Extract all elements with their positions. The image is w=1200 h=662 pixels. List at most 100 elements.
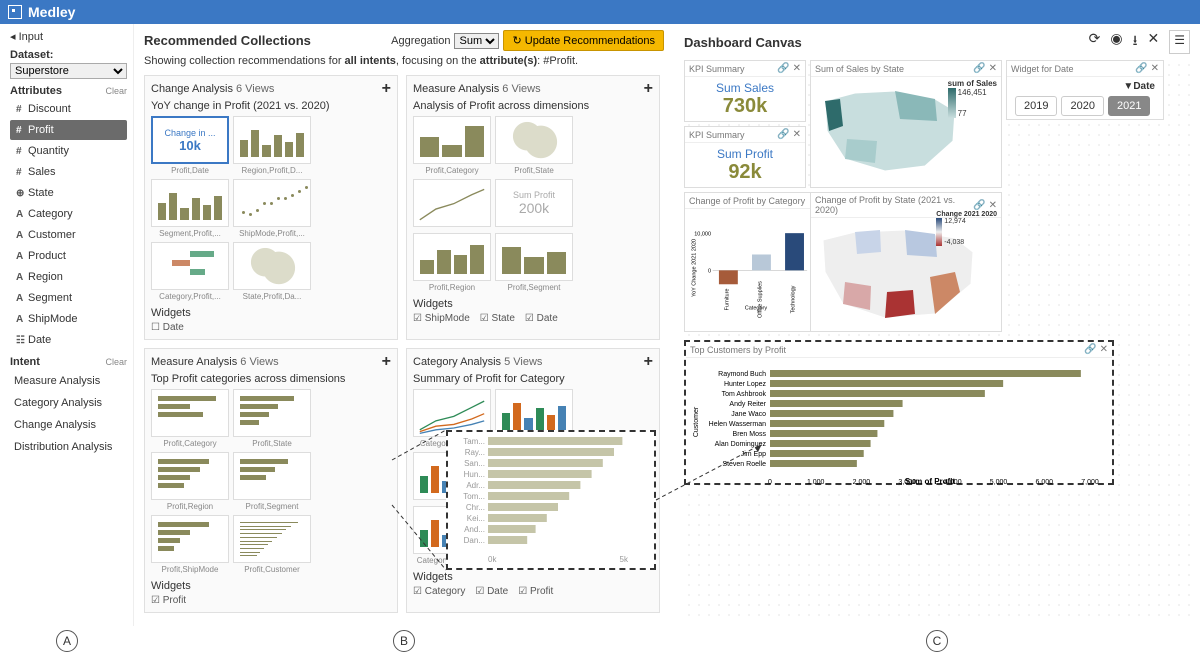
svg-text:Dan...: Dan... — [464, 536, 485, 545]
svg-text:San...: San... — [464, 459, 485, 468]
chart-thumbnail[interactable]: State,Profit,Da... — [233, 242, 311, 301]
collection-card: Measure Analysis 6 Views+Analysis of Pro… — [406, 75, 660, 340]
dashboard-canvas-panel: Dashboard Canvas ⟳ ◉ ⭳ ✕ ☰ KPI Summary🔗✕… — [674, 24, 1200, 626]
widget-chip[interactable]: ShipMode — [413, 313, 470, 324]
chart-thumbnail[interactable]: Profit,State — [495, 116, 573, 175]
widget-chip[interactable]: Profit — [518, 586, 553, 597]
clear-intent[interactable]: Clear — [105, 357, 127, 367]
download-icon[interactable]: ⭳ — [1133, 30, 1138, 54]
chart-thumbnail[interactable]: Category,Profit,... — [151, 242, 229, 301]
close-icon[interactable]: ✕ — [1148, 30, 1160, 54]
remove-icon[interactable]: ✕ — [793, 63, 801, 74]
link-icon[interactable]: 🔗 — [1135, 63, 1147, 74]
globe-icon[interactable]: ◉ — [1110, 30, 1122, 54]
chart-thumbnail[interactable]: Profit,Segment — [495, 233, 573, 292]
add-collection-icon[interactable]: + — [644, 80, 653, 98]
intent-distribution-analysis[interactable]: Distribution Analysis — [10, 436, 127, 458]
hamburger-icon[interactable]: ☰ — [1169, 30, 1190, 54]
top-customers-widget[interactable]: Top Customers by Profit🔗✕CustomerRaymond… — [684, 340, 1114, 485]
attribute-shipmode[interactable]: AShipMode — [10, 309, 127, 329]
aggregation-select[interactable]: Sum — [454, 33, 499, 49]
attribute-discount[interactable]: #Discount — [10, 99, 127, 119]
update-recommendations-button[interactable]: ↻ Update Recommendations — [503, 30, 664, 51]
attribute-state[interactable]: ⊕State — [10, 183, 127, 203]
year-chip[interactable]: 2021 — [1108, 96, 1150, 116]
svg-text:Steven Roelle: Steven Roelle — [722, 461, 766, 468]
remove-icon[interactable]: ✕ — [793, 129, 801, 140]
chart-thumbnail[interactable]: Profit,Category — [151, 389, 229, 448]
dataset-select[interactable]: Superstore — [10, 63, 127, 79]
attribute-sales[interactable]: #Sales — [10, 162, 127, 182]
svg-text:7,000: 7,000 — [1081, 479, 1099, 486]
chart-thumbnail[interactable]: Profit,Region — [151, 452, 229, 511]
kpi-widget-sales[interactable]: KPI Summary🔗✕Sum Sales730k — [684, 60, 806, 122]
link-icon[interactable]: 🔗 — [777, 63, 789, 74]
chart-thumbnail[interactable] — [413, 179, 491, 229]
chart-thumbnail[interactable]: Profit,State — [233, 389, 311, 448]
chart-thumbnail[interactable]: Profit,Segment — [233, 452, 311, 511]
chart-thumbnail[interactable]: Profit,Region — [413, 233, 491, 292]
remove-icon[interactable]: ✕ — [1151, 63, 1159, 74]
attribute-customer[interactable]: ACustomer — [10, 225, 127, 245]
map-widget-sales[interactable]: Sum of Sales by State🔗✕sum of Sales146,4… — [810, 60, 1002, 188]
widget-chip[interactable]: Date — [475, 586, 508, 597]
attribute-date[interactable]: ☷Date — [10, 330, 127, 350]
chart-thumbnail[interactable]: Sum Profit200k — [495, 179, 573, 229]
widget-chip[interactable]: Date — [151, 322, 184, 333]
recommendations-subtext: Showing collection recommendations for a… — [144, 55, 664, 67]
year-chip[interactable]: 2020 — [1061, 96, 1103, 116]
date-widget[interactable]: Widget for Date🔗✕▼Date201920202021 — [1006, 60, 1164, 120]
attribute-profit[interactable]: #Profit — [10, 120, 127, 140]
remove-icon[interactable]: ✕ — [989, 63, 997, 74]
intent-change-analysis[interactable]: Change Analysis — [10, 414, 127, 436]
add-collection-icon[interactable]: + — [382, 80, 391, 98]
year-chip[interactable]: 2019 — [1015, 96, 1057, 116]
link-icon[interactable]: 🔗 — [777, 129, 789, 140]
intent-category-analysis[interactable]: Category Analysis — [10, 392, 127, 414]
svg-text:Bren Moss: Bren Moss — [733, 431, 767, 438]
remove-icon[interactable]: ✕ — [989, 200, 997, 211]
chart-thumbnail[interactable]: Profit,Category — [413, 116, 491, 175]
svg-text:0: 0 — [768, 479, 772, 486]
clear-attributes[interactable]: Clear — [105, 86, 127, 96]
back-input[interactable]: ◂ Input — [10, 30, 127, 43]
attribute-region[interactable]: ARegion — [10, 267, 127, 287]
svg-text:Category: Category — [745, 306, 768, 312]
refresh-icon[interactable]: ⟳ — [1089, 30, 1101, 54]
chart-thumbnail[interactable]: Profit,ShipMode — [151, 515, 229, 574]
svg-text:Tom...: Tom... — [463, 492, 485, 501]
svg-text:Hun...: Hun... — [464, 470, 485, 479]
widget-chip[interactable]: Date — [525, 313, 558, 324]
section-label-a: A — [56, 630, 78, 652]
svg-text:Customer: Customer — [693, 406, 700, 437]
attribute-segment[interactable]: ASegment — [10, 288, 127, 308]
chart-thumbnail[interactable]: Segment,Profit,... — [151, 179, 229, 238]
svg-text:Tom Ashbrook: Tom Ashbrook — [722, 391, 767, 398]
link-icon[interactable]: 🔗 — [973, 200, 985, 211]
chart-thumbnail[interactable]: ShipMode,Profit,... — [233, 179, 311, 238]
svg-text:6,000: 6,000 — [1036, 479, 1054, 486]
widget-chip[interactable]: Category — [413, 586, 465, 597]
widget-chip[interactable]: Profit — [151, 595, 186, 606]
add-collection-icon[interactable]: + — [382, 353, 391, 371]
svg-text:Jane Waco: Jane Waco — [731, 411, 766, 418]
svg-text:Jim Epp: Jim Epp — [741, 451, 766, 458]
chart-thumbnail[interactable]: Region,Profit,D... — [233, 116, 311, 175]
collection-card: Measure Analysis 6 Views+Top Profit cate… — [144, 348, 398, 613]
link-icon[interactable]: 🔗 — [1084, 344, 1096, 355]
map-widget-change[interactable]: Change of Profit by State (2021 vs. 2020… — [810, 192, 1002, 332]
chart-thumbnail[interactable]: Profit,Customer — [233, 515, 311, 574]
svg-text:Helen Wasserman: Helen Wasserman — [709, 421, 766, 428]
add-collection-icon[interactable]: + — [644, 353, 653, 371]
link-icon[interactable]: 🔗 — [973, 63, 985, 74]
intent-measure-analysis[interactable]: Measure Analysis — [10, 370, 127, 392]
attribute-product[interactable]: AProduct — [10, 246, 127, 266]
chart-thumbnail[interactable]: Change in ...10kProfit,Date — [151, 116, 229, 175]
remove-icon[interactable]: ✕ — [1100, 344, 1108, 355]
sidebar: ◂ Input Dataset: Superstore Attributes C… — [0, 24, 134, 626]
attributes-heading: Attributes Clear — [10, 85, 127, 97]
attribute-quantity[interactable]: #Quantity — [10, 141, 127, 161]
widget-chip[interactable]: State — [480, 313, 515, 324]
kpi-widget-profit[interactable]: KPI Summary🔗✕Sum Profit92k — [684, 126, 806, 188]
attribute-category[interactable]: ACategory — [10, 204, 127, 224]
